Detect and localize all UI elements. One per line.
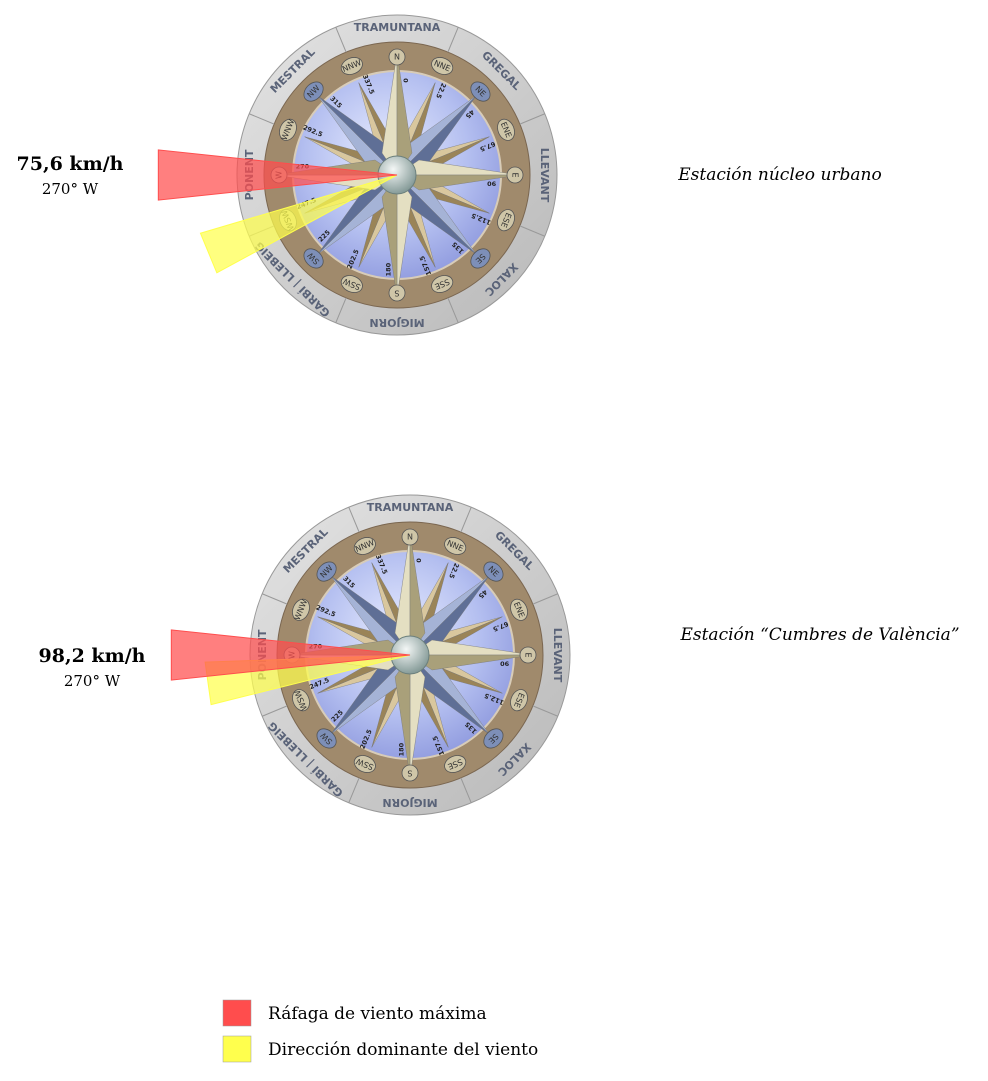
ring-divider — [447, 297, 459, 324]
point-badge — [444, 537, 467, 555]
station-name: Estación núcleo urbano — [677, 165, 881, 185]
point-badge — [388, 284, 406, 302]
legend-label: Dirección dominante del viento — [268, 1040, 538, 1060]
point-label: E — [511, 172, 520, 177]
point-badge — [497, 118, 515, 141]
ring-divider — [519, 225, 546, 237]
point-badge — [303, 81, 324, 102]
point-badge — [279, 118, 297, 141]
point-badge — [292, 689, 310, 712]
point-label: N — [394, 53, 400, 62]
wind-wedge — [157, 149, 398, 201]
ring-divider — [261, 705, 288, 717]
ring-divider — [348, 506, 360, 533]
point-badge — [431, 275, 454, 293]
point-label: E — [524, 652, 533, 657]
ring-divider — [532, 593, 559, 605]
ring-divider — [248, 113, 275, 125]
point-badge — [353, 755, 376, 773]
wind-direction: 270° W — [64, 672, 121, 690]
point-label: S — [394, 289, 399, 298]
point-badge — [470, 248, 491, 269]
legend-swatch — [222, 1035, 252, 1063]
wind-direction: 270° W — [42, 180, 99, 198]
ring-divider — [261, 593, 288, 605]
point-badge — [303, 248, 324, 269]
wind-speed: 98,2 km/h — [39, 645, 146, 667]
point-badge — [401, 528, 419, 546]
point-badge — [444, 755, 467, 773]
wind-name: LLEVANT — [538, 148, 551, 203]
ring-divider — [519, 113, 546, 125]
point-badge — [292, 598, 310, 621]
point-badge — [316, 561, 337, 582]
degree-label: 90 — [487, 179, 497, 187]
point-badge — [483, 561, 504, 582]
point-badge — [470, 81, 491, 102]
point-badge — [340, 57, 363, 75]
wind-name: MIGJORN — [369, 316, 424, 329]
point-badge — [431, 57, 454, 75]
point-badge — [353, 537, 376, 555]
degree-label: 0 — [401, 78, 409, 83]
ring-divider — [460, 506, 472, 533]
wind-name: TRAMUNTANA — [354, 21, 441, 34]
degree-label: 180 — [398, 742, 406, 756]
ring-divider — [532, 705, 559, 717]
point-badge — [510, 598, 528, 621]
wind-name: MIGJORN — [382, 796, 437, 809]
point-badge — [388, 48, 406, 66]
point-badge — [316, 728, 337, 749]
wind-wedge — [170, 629, 411, 681]
ring-divider — [447, 26, 459, 53]
point-label: N — [407, 533, 413, 542]
ring-divider — [460, 777, 472, 804]
ring-divider — [335, 297, 347, 324]
wind-name: TRAMUNTANA — [367, 501, 454, 514]
ring-divider — [335, 26, 347, 53]
ring-divider — [348, 777, 360, 804]
legend-swatch — [222, 999, 252, 1027]
degree-label: 0 — [414, 558, 422, 563]
point-badge — [510, 689, 528, 712]
wind-wedge — [199, 174, 398, 274]
point-badge — [483, 728, 504, 749]
point-badge — [506, 166, 524, 184]
point-badge — [497, 209, 515, 232]
point-label: S — [407, 769, 412, 778]
degree-label: 180 — [385, 262, 393, 276]
point-badge — [401, 764, 419, 782]
degree-label: 90 — [500, 659, 510, 667]
wind-speed: 75,6 km/h — [17, 153, 124, 175]
legend-label: Ráfaga de viento máxima — [268, 1004, 487, 1024]
point-badge — [519, 646, 537, 664]
point-badge — [340, 275, 363, 293]
wind-name: LLEVANT — [551, 628, 564, 683]
station-name: Estación “Cumbres de València” — [679, 625, 959, 645]
